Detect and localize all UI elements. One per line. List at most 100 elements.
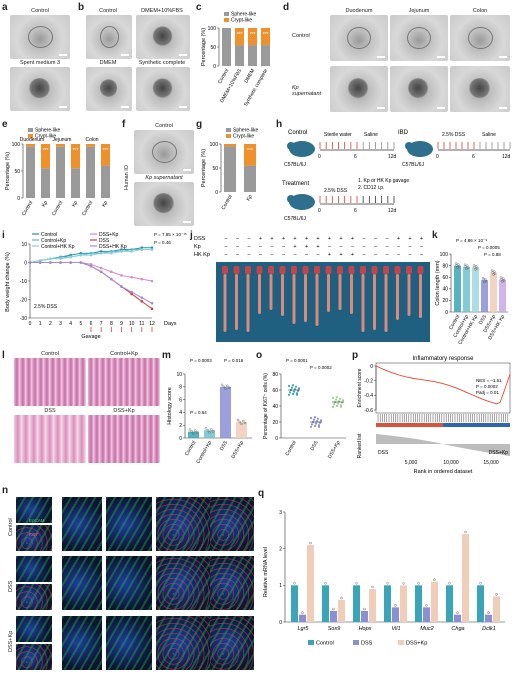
d-row-control: Control [292, 33, 310, 39]
chart-e-bar-sphere [86, 146, 95, 198]
j-sign: + [305, 244, 308, 250]
p-xtick: 15,000 [483, 460, 499, 466]
n-merged-image [62, 556, 102, 610]
d-col-1: Duodenum [345, 8, 373, 14]
j-colon [246, 274, 250, 332]
panel-j: DSS – – – + + + + + + + + + – – – + + + Kp – – – – – – + + + – – – – – – – –… [194, 236, 430, 342]
j-colon [327, 274, 330, 312]
i-xtick: 7 [100, 321, 103, 327]
b-label-3: DMEM [99, 60, 117, 66]
chart-k-y-tick-label: 100 [440, 252, 449, 258]
j-colon [235, 274, 238, 330]
chart-k-point [502, 279, 506, 282]
i-series-point [150, 246, 154, 249]
i-p1: P = 7.85 × 10⁻¹⁵ [154, 232, 187, 237]
o-ylabel: Percentage of Ki67⁺ cells (%) [263, 373, 269, 439]
chart-e-legend-sphere: Sphere-like [35, 128, 61, 134]
j-cecum [406, 266, 412, 274]
n-stain-2: Ki67 [29, 532, 39, 537]
chart-k-point [499, 276, 503, 279]
chart-c-bar-sphere [222, 28, 231, 66]
chart-e-bar-crypt [56, 144, 65, 147]
chart-m-point [236, 418, 240, 422]
chart-m-y-tick-label: 8 [179, 385, 182, 391]
chart-e-bar-crypt [71, 144, 80, 169]
j-colon [258, 274, 261, 314]
chart-k-point [484, 279, 488, 283]
i-series-point [130, 292, 133, 296]
chart-k-point [466, 266, 470, 269]
chart-m-point [226, 384, 229, 387]
j-colon [292, 274, 296, 324]
o-point [312, 418, 316, 421]
chart-e-legend-sphere-swatch [28, 128, 33, 132]
o-point [314, 422, 318, 425]
i-series-point [99, 251, 103, 255]
h-t0-b: 0 [436, 154, 439, 160]
h-ibd: IBD [398, 130, 409, 136]
l-label-1: Control [41, 351, 59, 357]
chart-k-point [493, 270, 496, 273]
chart-m-category-label: DSS+Kp [230, 440, 245, 460]
i-series-point [69, 253, 72, 257]
chart-m-point [194, 429, 197, 432]
chart-q: Relative mRNA level 3 2 1 0 Lgr5 Sox9 Hopx Vil1 M… [263, 510, 505, 647]
h-t6-a: 6 [354, 154, 357, 160]
i-series-point [130, 250, 133, 253]
j-sign: – [374, 236, 378, 242]
q-y-tick-label: 0 [279, 620, 282, 626]
d-img-3 [450, 15, 510, 61]
q-point [340, 596, 343, 600]
chart-k-point [490, 269, 494, 272]
chart-k-y-tick-label: 60 [442, 275, 448, 281]
chart-m-point [192, 432, 195, 435]
chart-o: Percentage of Ki67⁺ cells (%) 80 60 40 20 0 Co… [263, 358, 346, 460]
chart-m-y-tick-label: 2 [179, 423, 182, 429]
chart-e-bar-crypt [101, 144, 110, 166]
j-sign: – [282, 244, 286, 250]
q-bar [353, 585, 360, 622]
j-colon [419, 274, 422, 318]
j-colon [304, 274, 307, 322]
chart-k-point [472, 264, 476, 267]
h-t12-c: 12d [388, 208, 397, 214]
chart-g-category-label: Kp [245, 194, 253, 202]
chart-e-category-label: Control [81, 200, 94, 217]
chart-e-bar-sphere [41, 168, 50, 198]
q-bar [307, 545, 314, 622]
chart-m-point [195, 431, 199, 434]
j-sign: – [328, 244, 332, 250]
j-sign: – [259, 252, 263, 258]
o-point [339, 404, 343, 407]
i-series-point [120, 250, 123, 253]
o-point [309, 416, 313, 420]
i-series-line [30, 262, 153, 304]
q-legend-label: DSS+Kp [406, 641, 427, 647]
q-gene-label: Chga [451, 626, 464, 632]
chart-e-legend-crypt: Crypt-like [35, 134, 56, 140]
p-es-curve [375, 365, 511, 405]
o-point [336, 402, 340, 405]
chart-k-y-tick-label: 20 [442, 298, 448, 304]
i-series-point [140, 246, 144, 249]
q-bar [338, 600, 345, 622]
e-group-label: Duodenum [20, 137, 44, 143]
i-series-point [110, 270, 113, 274]
chart-g-bar-crypt [224, 144, 236, 147]
j-sign: – [397, 252, 401, 258]
q-point [464, 530, 467, 534]
chart-k-bar [499, 279, 506, 312]
o-point [332, 403, 336, 406]
chart-e-legend-crypt-swatch [28, 134, 33, 138]
chart-m-point [224, 387, 227, 390]
chart-e-category-label: Control [51, 200, 64, 217]
chart-k-point [454, 262, 458, 265]
p-y-tick-label: -0.4 [364, 393, 373, 399]
j-colon [315, 274, 319, 326]
panel-label-f: f [122, 119, 126, 130]
f-side-label: Human IO [124, 164, 130, 190]
panel-label-a: a [2, 2, 8, 13]
j-sign: – [247, 252, 251, 258]
chart-m-bar [204, 430, 215, 438]
h-step1: 1. Kp or HK Kp gavage [358, 178, 409, 184]
